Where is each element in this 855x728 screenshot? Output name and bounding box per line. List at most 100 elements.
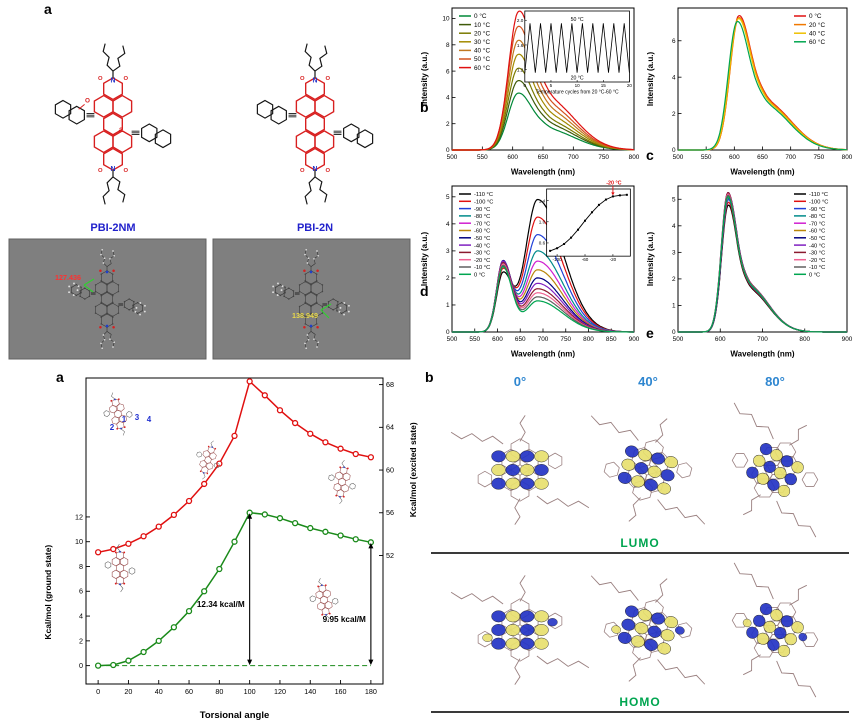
svg-text:6: 6	[79, 587, 83, 596]
svg-text:-60 °C: -60 °C	[809, 229, 825, 235]
svg-text:N: N	[111, 166, 116, 173]
svg-text:700: 700	[785, 154, 796, 161]
orbital-angle-header-40: 40°	[638, 374, 658, 389]
svg-text:Intensity (a.u.): Intensity (a.u.)	[420, 232, 429, 287]
orbital-angle-header-80: 80°	[765, 374, 785, 389]
svg-text:-30 °C: -30 °C	[809, 251, 825, 257]
optimized-geometry-models: 127.436 138.949	[8, 238, 418, 360]
svg-text:40: 40	[155, 687, 163, 696]
svg-text:10: 10	[442, 16, 450, 23]
svg-text:100: 100	[244, 687, 256, 696]
svg-text:800: 800	[799, 336, 810, 343]
svg-text:160: 160	[335, 687, 347, 696]
svg-text:180: 180	[365, 687, 377, 696]
svg-text:50 °C: 50 °C	[474, 55, 490, 63]
svg-text:4: 4	[672, 74, 676, 81]
svg-text:O: O	[300, 76, 305, 82]
divider-lumo	[431, 552, 849, 554]
svg-text:8: 8	[79, 562, 83, 571]
svg-text:-90 °C: -90 °C	[474, 207, 490, 213]
svg-text:9.95 kcal/M: 9.95 kcal/M	[323, 615, 366, 624]
svg-text:4: 4	[79, 611, 83, 620]
svg-text:N: N	[313, 77, 318, 84]
panel-fluorescence-heating: b 500 550 600 650 700 750 800 0 2 4 6 8 10 Wavelength…	[418, 2, 642, 178]
svg-text:40 °C: 40 °C	[474, 47, 490, 55]
svg-text:12.34 kcal/M: 12.34 kcal/M	[197, 600, 245, 609]
svg-text:O: O	[325, 168, 330, 174]
svg-text:0: 0	[96, 687, 100, 696]
svg-text:550: 550	[477, 154, 488, 161]
svg-text:700: 700	[568, 154, 579, 161]
svg-text:Wavelength (nm): Wavelength (nm)	[730, 350, 794, 359]
svg-text:800: 800	[583, 336, 594, 343]
svg-text:10 °C: 10 °C	[474, 21, 490, 29]
svg-text:60 °C: 60 °C	[474, 64, 490, 72]
svg-text:-110 °C: -110 °C	[809, 192, 828, 198]
panel-label-d: d	[420, 283, 429, 299]
row-label-homo: HOMO	[619, 695, 661, 709]
svg-text:20 °C: 20 °C	[571, 76, 584, 82]
svg-text:-10 °C: -10 °C	[809, 265, 825, 271]
svg-text:-50 °C: -50 °C	[474, 236, 490, 242]
svg-text:600: 600	[507, 154, 518, 161]
svg-text:Wavelength (nm): Wavelength (nm)	[730, 168, 794, 177]
svg-text:750: 750	[813, 154, 824, 161]
panel-label-b: b	[420, 99, 429, 115]
molecule-name-pbi-2nm: PBI-2NM	[90, 222, 136, 234]
svg-text:3: 3	[446, 248, 450, 255]
svg-text:-20 °C: -20 °C	[809, 258, 825, 264]
svg-text:-80 °C: -80 °C	[474, 214, 490, 220]
svg-text:N: N	[313, 166, 318, 173]
svg-text:1.0: 1.0	[539, 220, 546, 225]
svg-text:Intensity (a.u.): Intensity (a.u.)	[646, 52, 655, 107]
panel-label-a-top: a	[44, 1, 52, 17]
svg-text:Wavelength (nm): Wavelength (nm)	[511, 350, 575, 359]
svg-text:600: 600	[492, 336, 503, 343]
svg-text:Kcal/mol (excited state): Kcal/mol (excited state)	[408, 422, 418, 517]
svg-text:750: 750	[560, 336, 571, 343]
spectra-chart-low-temp: 500 550 600 650 700 750 800 850 900 0 1 2 3 4 5 Wavelen…	[418, 180, 642, 365]
svg-text:15: 15	[601, 83, 607, 88]
svg-text:700: 700	[538, 336, 549, 343]
svg-text:550: 550	[701, 154, 712, 161]
svg-text:-40 °C: -40 °C	[809, 243, 825, 249]
svg-text:-100 °C: -100 °C	[474, 200, 493, 206]
svg-text:O: O	[85, 97, 90, 104]
svg-text:0: 0	[524, 83, 527, 88]
svg-text:10: 10	[575, 83, 581, 88]
panel-label-a-bottom: a	[56, 369, 64, 385]
svg-text:-100: -100	[553, 257, 563, 262]
svg-text:-100 °C: -100 °C	[809, 200, 828, 206]
svg-text:20 °C: 20 °C	[809, 21, 825, 29]
divider-homo	[431, 711, 849, 713]
svg-text:O: O	[98, 168, 103, 174]
svg-text:Torsional angle: Torsional angle	[200, 710, 270, 721]
svg-text:Intensity (a.u.): Intensity (a.u.)	[420, 52, 429, 107]
svg-text:60: 60	[185, 687, 193, 696]
svg-text:-40 °C: -40 °C	[474, 243, 490, 249]
svg-text:2: 2	[79, 636, 83, 645]
svg-text:56: 56	[386, 508, 394, 517]
torsional-energy-chart: 0 20 40 60 80 100 120 140 160 180 0 2 4 6 8 10 12 52 56 60 6…	[40, 368, 425, 728]
svg-text:40 °C: 40 °C	[809, 29, 825, 37]
svg-text:2: 2	[446, 275, 450, 282]
svg-text:0: 0	[446, 147, 450, 154]
svg-text:50 °C: 50 °C	[571, 17, 584, 23]
panel-label-c: c	[646, 147, 654, 163]
svg-text:-20: -20	[610, 257, 617, 262]
svg-text:800: 800	[629, 154, 640, 161]
svg-text:4: 4	[672, 223, 676, 230]
svg-text:-70 °C: -70 °C	[809, 221, 825, 227]
svg-text:500: 500	[447, 154, 458, 161]
svg-text:500: 500	[447, 336, 458, 343]
svg-text:60 °C: 60 °C	[809, 38, 825, 46]
svg-text:900: 900	[629, 336, 640, 343]
svg-text:4: 4	[446, 221, 450, 228]
svg-text:-10 °C: -10 °C	[474, 265, 490, 271]
svg-text:-110 °C: -110 °C	[474, 192, 493, 198]
orbital-isosurface-drawings	[425, 390, 855, 724]
svg-text:-60: -60	[582, 257, 589, 262]
svg-text:O: O	[325, 76, 330, 82]
svg-text:60: 60	[386, 465, 394, 474]
